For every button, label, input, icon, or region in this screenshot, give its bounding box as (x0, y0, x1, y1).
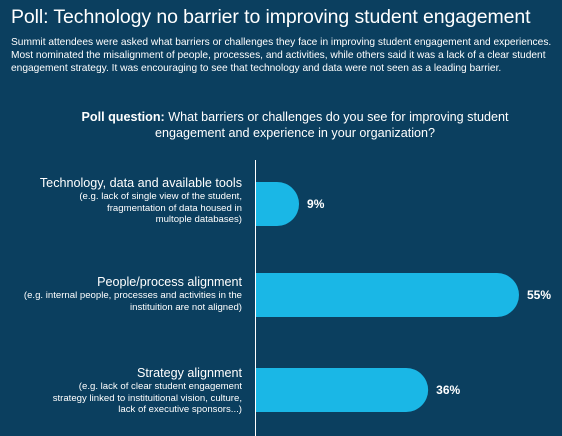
category-label-strategy: Strategy alignment (e.g. lack of clear s… (0, 366, 242, 416)
category-note: (e.g. internal people, processes and act… (23, 290, 242, 313)
intro-paragraph: Summit attendees were asked what barrier… (11, 37, 552, 74)
category-title: People/process alignment (97, 275, 242, 289)
category-title: Technology, data and available tools (39, 176, 242, 190)
poll-question-text: What barriers or challenges do you see f… (154, 110, 509, 140)
poll-question-prefix: Poll question: (81, 110, 165, 124)
category-title: Strategy alignment (136, 366, 242, 380)
category-note: (e.g. lack of single view of the student… (79, 191, 242, 225)
category-label-technology: Technology, data and available tools (e.… (0, 176, 242, 226)
bar-technology (256, 182, 300, 226)
value-label-people-process: 55% (527, 288, 551, 302)
bar-people-process (256, 273, 519, 317)
category-label-people-process: People/process alignment (e.g. internal … (0, 275, 242, 313)
category-note: (e.g. lack of clear student engagement s… (52, 381, 242, 415)
value-label-strategy: 36% (436, 383, 460, 397)
poll-question: Poll question: What barriers or challeng… (60, 109, 530, 141)
bar-strategy (256, 368, 429, 412)
value-label-technology: 9% (307, 197, 325, 211)
page-title: Poll: Technology no barrier to improving… (11, 6, 531, 28)
